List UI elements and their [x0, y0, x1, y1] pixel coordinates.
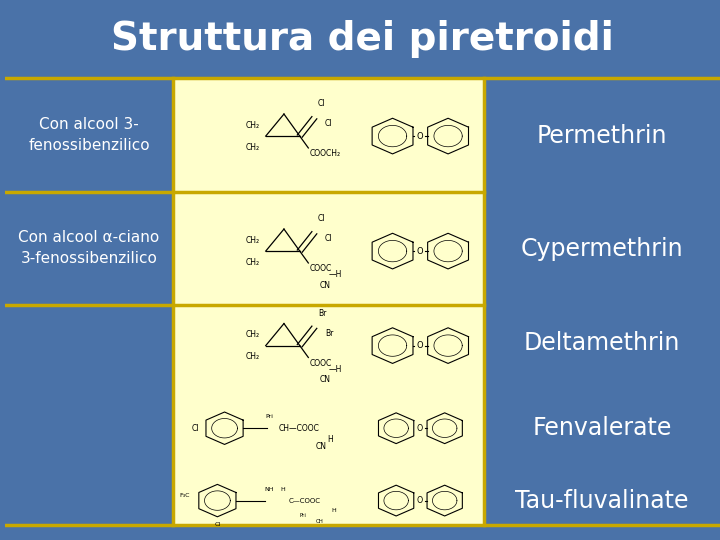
Text: CN: CN [320, 281, 330, 290]
Text: C—COOC: C—COOC [289, 497, 321, 504]
Text: Pri: Pri [265, 414, 273, 418]
Text: Tau-fluvalinate: Tau-fluvalinate [516, 489, 689, 512]
Text: CN: CN [320, 375, 330, 384]
Text: Cl: Cl [318, 99, 325, 108]
Text: Cl: Cl [192, 424, 199, 433]
Text: Permethrin: Permethrin [537, 124, 667, 148]
Text: —H: —H [328, 270, 342, 279]
Text: CN: CN [315, 442, 326, 451]
Text: CH₂: CH₂ [246, 258, 260, 267]
Text: Cypermethrin: Cypermethrin [521, 238, 683, 261]
Text: Cl: Cl [215, 522, 220, 527]
Text: O: O [416, 247, 423, 255]
Text: Con alcool α-ciano
3-fenossibenzilico: Con alcool α-ciano 3-fenossibenzilico [19, 231, 160, 266]
Text: CH₂: CH₂ [246, 352, 260, 361]
Text: H: H [332, 508, 336, 513]
Text: O: O [416, 341, 423, 350]
Text: COOC: COOC [310, 359, 332, 368]
Text: H: H [327, 435, 333, 443]
Text: Br: Br [318, 308, 326, 318]
Text: Pri: Pri [300, 513, 307, 518]
Text: COOC: COOC [310, 264, 332, 273]
Text: CH: CH [315, 518, 323, 524]
Text: CH₂: CH₂ [246, 330, 260, 339]
Text: Con alcool 3-
fenossibenzilico: Con alcool 3- fenossibenzilico [28, 117, 150, 153]
Text: Deltamethrin: Deltamethrin [524, 331, 680, 355]
Text: CH₂: CH₂ [246, 143, 260, 152]
Text: —H: —H [328, 364, 342, 374]
Text: Br: Br [325, 329, 333, 338]
Text: CH₂: CH₂ [246, 235, 260, 245]
Text: Cl: Cl [325, 119, 333, 129]
Text: Cl: Cl [318, 214, 325, 223]
Text: O: O [416, 132, 423, 140]
Text: CH₂: CH₂ [246, 120, 260, 130]
Text: Struttura dei piretroidi: Struttura dei piretroidi [111, 20, 614, 58]
Text: Cl: Cl [325, 234, 333, 244]
Text: CH—COOC: CH—COOC [278, 424, 319, 433]
Text: COOCH₂: COOCH₂ [310, 149, 341, 158]
Bar [173, 78, 484, 525]
Text: H: H [281, 488, 286, 492]
Text: O: O [417, 424, 423, 433]
Text: Fenvalerate: Fenvalerate [532, 416, 672, 440]
Text: O: O [417, 496, 423, 505]
Text: F₃C: F₃C [180, 492, 190, 498]
Text: NH: NH [264, 488, 274, 492]
